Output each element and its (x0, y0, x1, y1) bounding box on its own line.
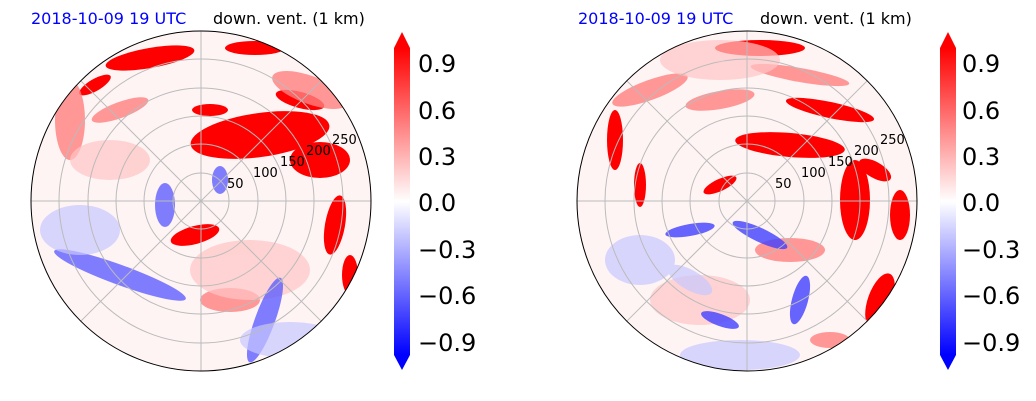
rlabel-150: 150 (280, 155, 305, 170)
rlabel-150: 150 (828, 155, 853, 170)
cb-tick-m0.6: −0.6 (418, 282, 476, 310)
polar-frame-right (576, 30, 918, 372)
polar-grid-left (31, 31, 371, 371)
colorbar-right: 0.9 0.6 0.3 0.0 −0.3 −0.6 −0.9 (940, 32, 1020, 370)
rlabel-250: 250 (332, 133, 357, 148)
colorbar-extend-bottom-left (394, 355, 410, 370)
polar-frame-left (30, 30, 372, 372)
title-variable-left: down. vent. (1 km) (213, 9, 365, 28)
radial-labels-right: 50 100 150 200 250 (775, 133, 905, 192)
rlabel-50: 50 (227, 177, 244, 192)
rlabel-200: 200 (306, 144, 331, 159)
title-variable-right: down. vent. (1 km) (760, 9, 912, 28)
radial-labels-left: 50 100 150 200 250 (227, 133, 357, 192)
colorbar-extend-bottom-right (940, 355, 956, 370)
cb-tick-0.6: 0.6 (962, 97, 1000, 125)
rlabel-50: 50 (775, 177, 792, 192)
colorbar-body-left (394, 48, 410, 355)
cb-tick-m0.3: −0.3 (962, 236, 1020, 264)
rlabel-100: 100 (801, 166, 826, 181)
panel-left: 2018-10-09 19 UTC down. vent. (1 km) (30, 9, 476, 372)
rlabel-100: 100 (253, 166, 278, 181)
rlabel-200: 200 (854, 144, 879, 159)
polar-grid-right (577, 31, 917, 371)
cb-tick-m0.9: −0.9 (418, 329, 476, 357)
cb-tick-m0.3: −0.3 (418, 236, 476, 264)
cb-tick-0.6: 0.6 (418, 97, 456, 125)
colorbar-left: 0.9 0.6 0.3 0.0 −0.3 −0.6 −0.9 (394, 32, 476, 370)
cb-tick-0.3: 0.3 (418, 143, 456, 171)
colorbar-body-right (940, 48, 956, 355)
cb-tick-m0.9: −0.9 (962, 329, 1020, 357)
cb-tick-0.9: 0.9 (418, 50, 456, 78)
rlabel-250: 250 (880, 133, 905, 148)
cb-tick-0.0: 0.0 (418, 189, 456, 217)
colorbar-extend-top-left (394, 32, 410, 48)
title-time-right: 2018-10-09 19 UTC (578, 9, 733, 28)
cb-tick-0.9: 0.9 (962, 50, 1000, 78)
cb-tick-0.0: 0.0 (962, 189, 1000, 217)
cb-tick-0.3: 0.3 (962, 143, 1000, 171)
cb-tick-m0.6: −0.6 (962, 282, 1020, 310)
colorbar-extend-top-right (940, 32, 956, 48)
panel-right: 2018-10-09 19 UTC down. vent. (1 km) (576, 9, 1020, 372)
title-time-left: 2018-10-09 19 UTC (31, 9, 186, 28)
